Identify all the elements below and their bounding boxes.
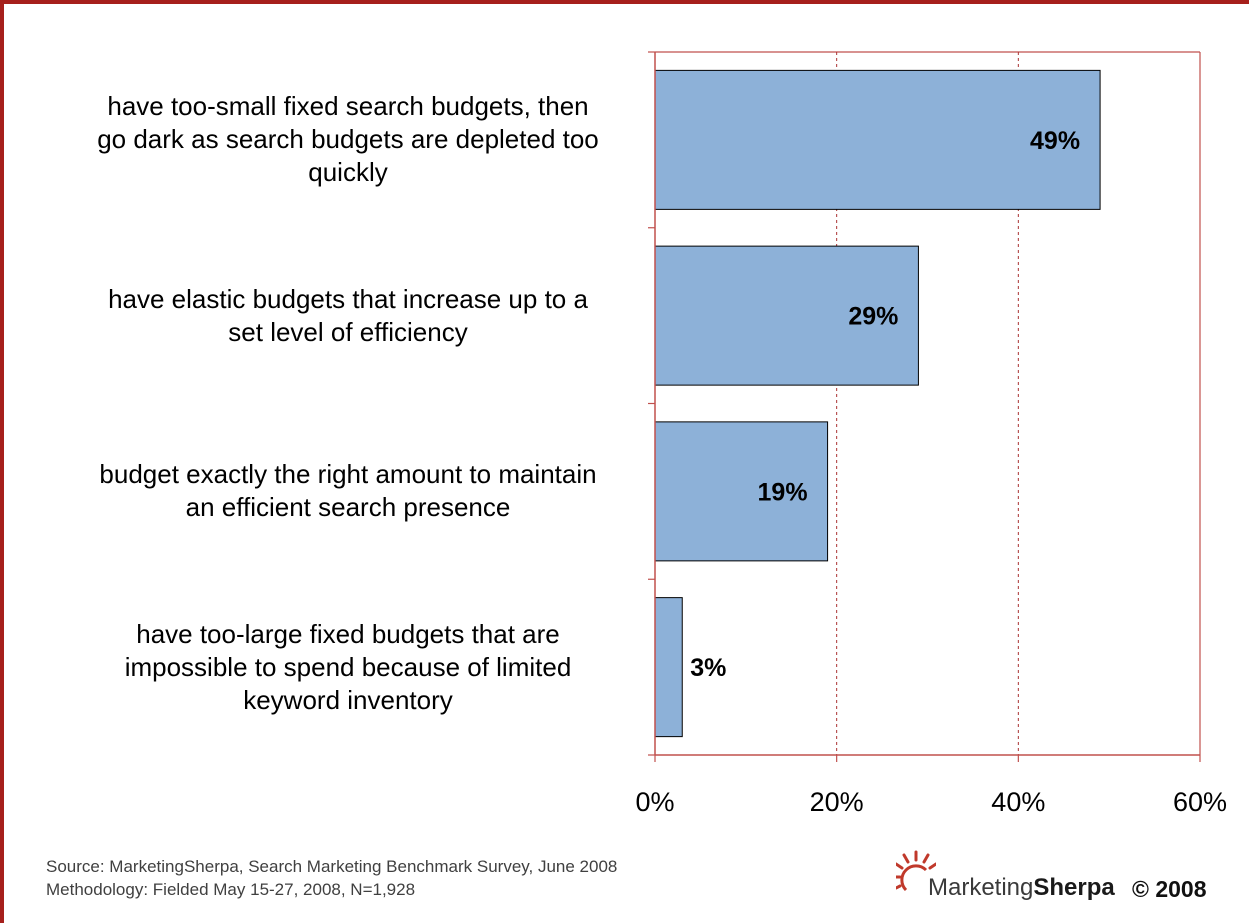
x-tick-label: 60% bbox=[1173, 787, 1227, 817]
methodology-line: Methodology: Fielded May 15-27, 2008, N=… bbox=[46, 880, 416, 899]
marketingsherpa-logo: MarketingSherpa © 2008 bbox=[896, 850, 1236, 910]
category-label-line: set level of efficiency bbox=[228, 316, 468, 347]
category-label: have elastic budgets that increase up to… bbox=[48, 283, 648, 349]
bar bbox=[654, 245, 919, 386]
data-label: 29% bbox=[848, 303, 898, 331]
category-label: budget exactly the right amount to maint… bbox=[48, 458, 648, 524]
source-note: Source: MarketingSherpa, Search Marketin… bbox=[46, 855, 617, 901]
category-label: have too-small fixed search budgets, the… bbox=[48, 90, 648, 189]
category-label-line: go dark as search budgets are depleted t… bbox=[97, 124, 599, 155]
category-label-line: quickly bbox=[308, 157, 388, 188]
data-label: 19% bbox=[758, 478, 808, 506]
x-tick-label: 40% bbox=[991, 787, 1045, 817]
logo-wordmark: MarketingSherpa bbox=[928, 874, 1115, 901]
bar bbox=[654, 597, 683, 738]
x-tick-label: 0% bbox=[635, 787, 674, 817]
data-label: 3% bbox=[690, 654, 726, 682]
category-label-line: have too-large fixed budgets that are bbox=[136, 618, 560, 649]
source-line: Source: MarketingSherpa, Search Marketin… bbox=[46, 857, 618, 876]
category-label: have too-large fixed budgets that are imp… bbox=[48, 618, 648, 717]
data-label: 49% bbox=[1030, 127, 1080, 155]
bar bbox=[654, 69, 1101, 210]
category-label-line: an efficient search presence bbox=[185, 492, 511, 523]
category-label-line: have too-small fixed search budgets, the… bbox=[107, 91, 589, 122]
x-tick-label: 20% bbox=[810, 787, 864, 817]
sunburst-icon bbox=[896, 850, 936, 892]
copyright-text: © 2008 bbox=[1132, 876, 1207, 902]
category-label-line: keyword inventory bbox=[243, 684, 453, 715]
category-label-line: have elastic budgets that increase up to… bbox=[108, 283, 588, 314]
bar bbox=[654, 421, 829, 562]
category-label-line: budget exactly the right amount to maint… bbox=[99, 459, 597, 490]
category-label-line: impossible to spend because of limited bbox=[124, 651, 572, 682]
